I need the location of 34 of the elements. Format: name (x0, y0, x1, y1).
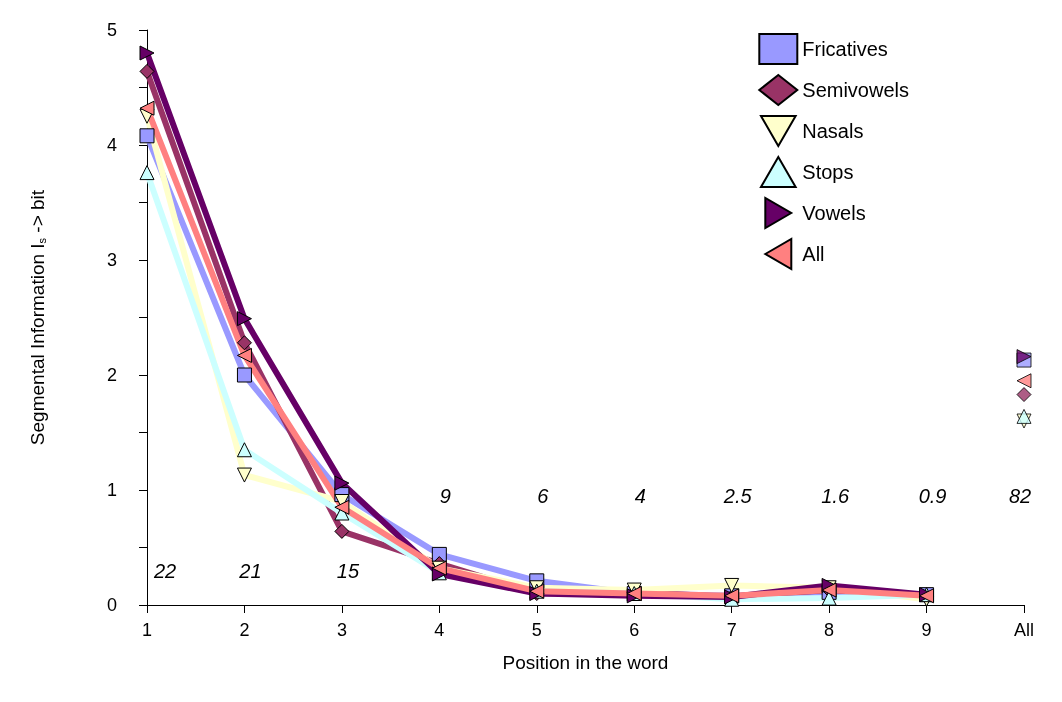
y-axis-title: Segmental Information Is -> bit (27, 189, 48, 446)
legend-label: Stops (802, 161, 854, 183)
annotation: 22 (152, 559, 177, 582)
annotation: 4 (634, 484, 646, 507)
annotation: 1.6 (821, 484, 850, 507)
y-tick-label: 4 (106, 135, 117, 155)
x-tick-label: 9 (921, 620, 932, 640)
annotation: 9 (439, 484, 451, 507)
annotation: 6 (537, 484, 550, 507)
legend-label: Vowels (802, 202, 866, 224)
legend-label: All (802, 243, 825, 265)
x-tick-label: 6 (629, 620, 640, 640)
y-tick-label: 3 (106, 250, 117, 270)
annotation: 15 (336, 559, 360, 582)
x-tick-label: 5 (531, 620, 542, 640)
legend-label: Fricatives (802, 38, 888, 60)
x-tick-label: 2 (239, 620, 250, 640)
y-tick-label: 5 (106, 20, 117, 40)
annotation: 82 (1008, 484, 1032, 507)
x-tick-label: All (1013, 620, 1035, 640)
x-tick-label: 3 (336, 620, 347, 640)
annotation: 2.5 (722, 484, 753, 507)
annotation: 21 (238, 559, 262, 582)
legend-label: Nasals (802, 120, 864, 142)
y-tick-label: 2 (106, 365, 117, 385)
legend-label: Semivowels (802, 79, 909, 101)
x-tick-label: 7 (726, 620, 737, 640)
y-tick-label: 1 (106, 480, 117, 500)
annotation: 0.9 (918, 484, 947, 507)
y-tick-label: 0 (106, 595, 117, 615)
x-tick-label: 4 (434, 620, 445, 640)
x-tick-label: 1 (141, 620, 153, 640)
x-tick-label: 8 (824, 620, 835, 640)
x-axis-title: Position in the word (502, 652, 669, 673)
